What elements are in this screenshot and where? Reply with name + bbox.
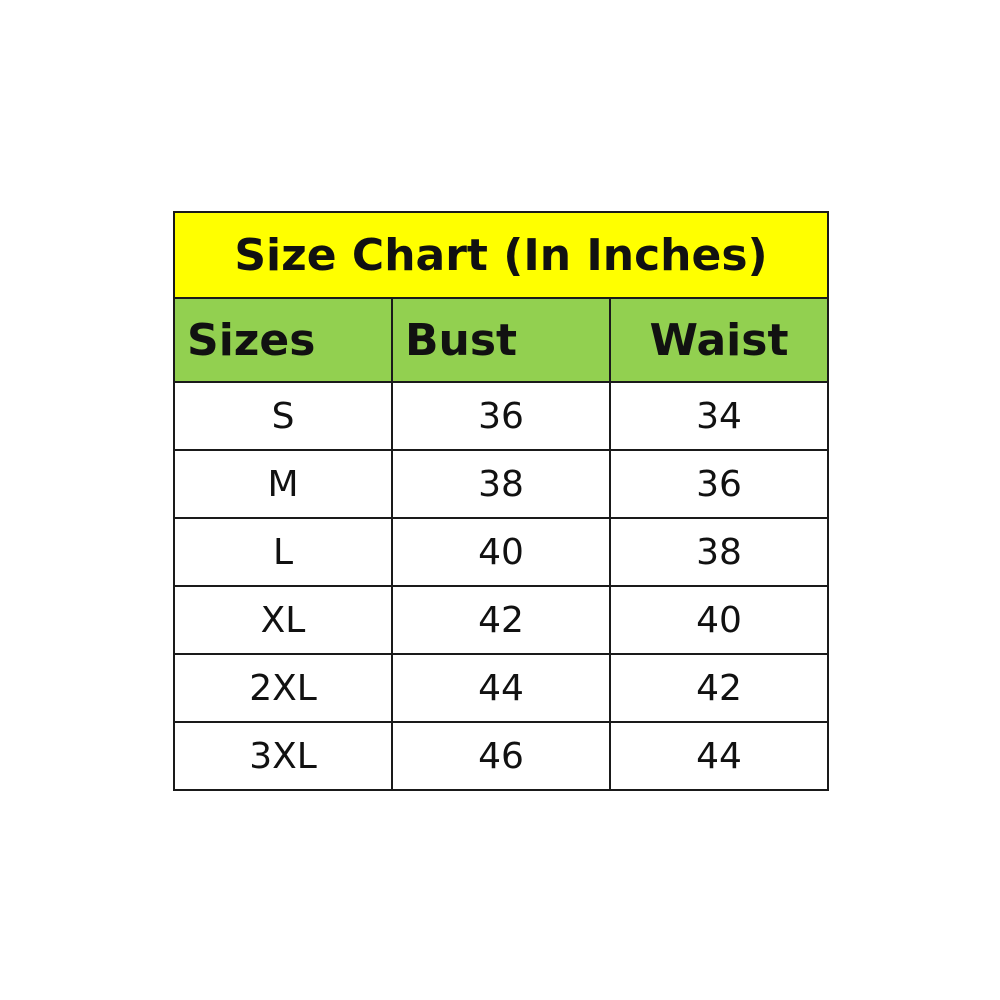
bust-cell: 36 — [391, 381, 611, 451]
waist-cell: 42 — [609, 653, 829, 723]
bust-cell: 40 — [391, 517, 611, 587]
waist-cell: 44 — [609, 721, 829, 791]
bust-cell: 46 — [391, 721, 611, 791]
waist-cell: 40 — [609, 585, 829, 655]
bust-cell: 42 — [391, 585, 611, 655]
size-cell: 3XL — [173, 721, 393, 791]
column-header-bust: Bust — [391, 297, 611, 383]
bust-cell: 38 — [391, 449, 611, 519]
waist-cell: 36 — [609, 449, 829, 519]
column-header-sizes: Sizes — [173, 297, 393, 383]
table-title: Size Chart (In Inches) — [173, 211, 829, 299]
table-row: S 36 34 — [173, 381, 829, 451]
table-row: 3XL 46 44 — [173, 721, 829, 791]
size-cell: XL — [173, 585, 393, 655]
table-row: 2XL 44 42 — [173, 653, 829, 723]
size-chart-table: Size Chart (In Inches) Sizes Bust Waist … — [173, 211, 829, 791]
size-cell: 2XL — [173, 653, 393, 723]
column-header-waist: Waist — [609, 297, 829, 383]
waist-cell: 38 — [609, 517, 829, 587]
table-row: L 40 38 — [173, 517, 829, 587]
size-cell: L — [173, 517, 393, 587]
size-cell: S — [173, 381, 393, 451]
table-row: XL 42 40 — [173, 585, 829, 655]
waist-cell: 34 — [609, 381, 829, 451]
size-cell: M — [173, 449, 393, 519]
header-row: Sizes Bust Waist — [173, 297, 829, 383]
bust-cell: 44 — [391, 653, 611, 723]
table-row: M 38 36 — [173, 449, 829, 519]
